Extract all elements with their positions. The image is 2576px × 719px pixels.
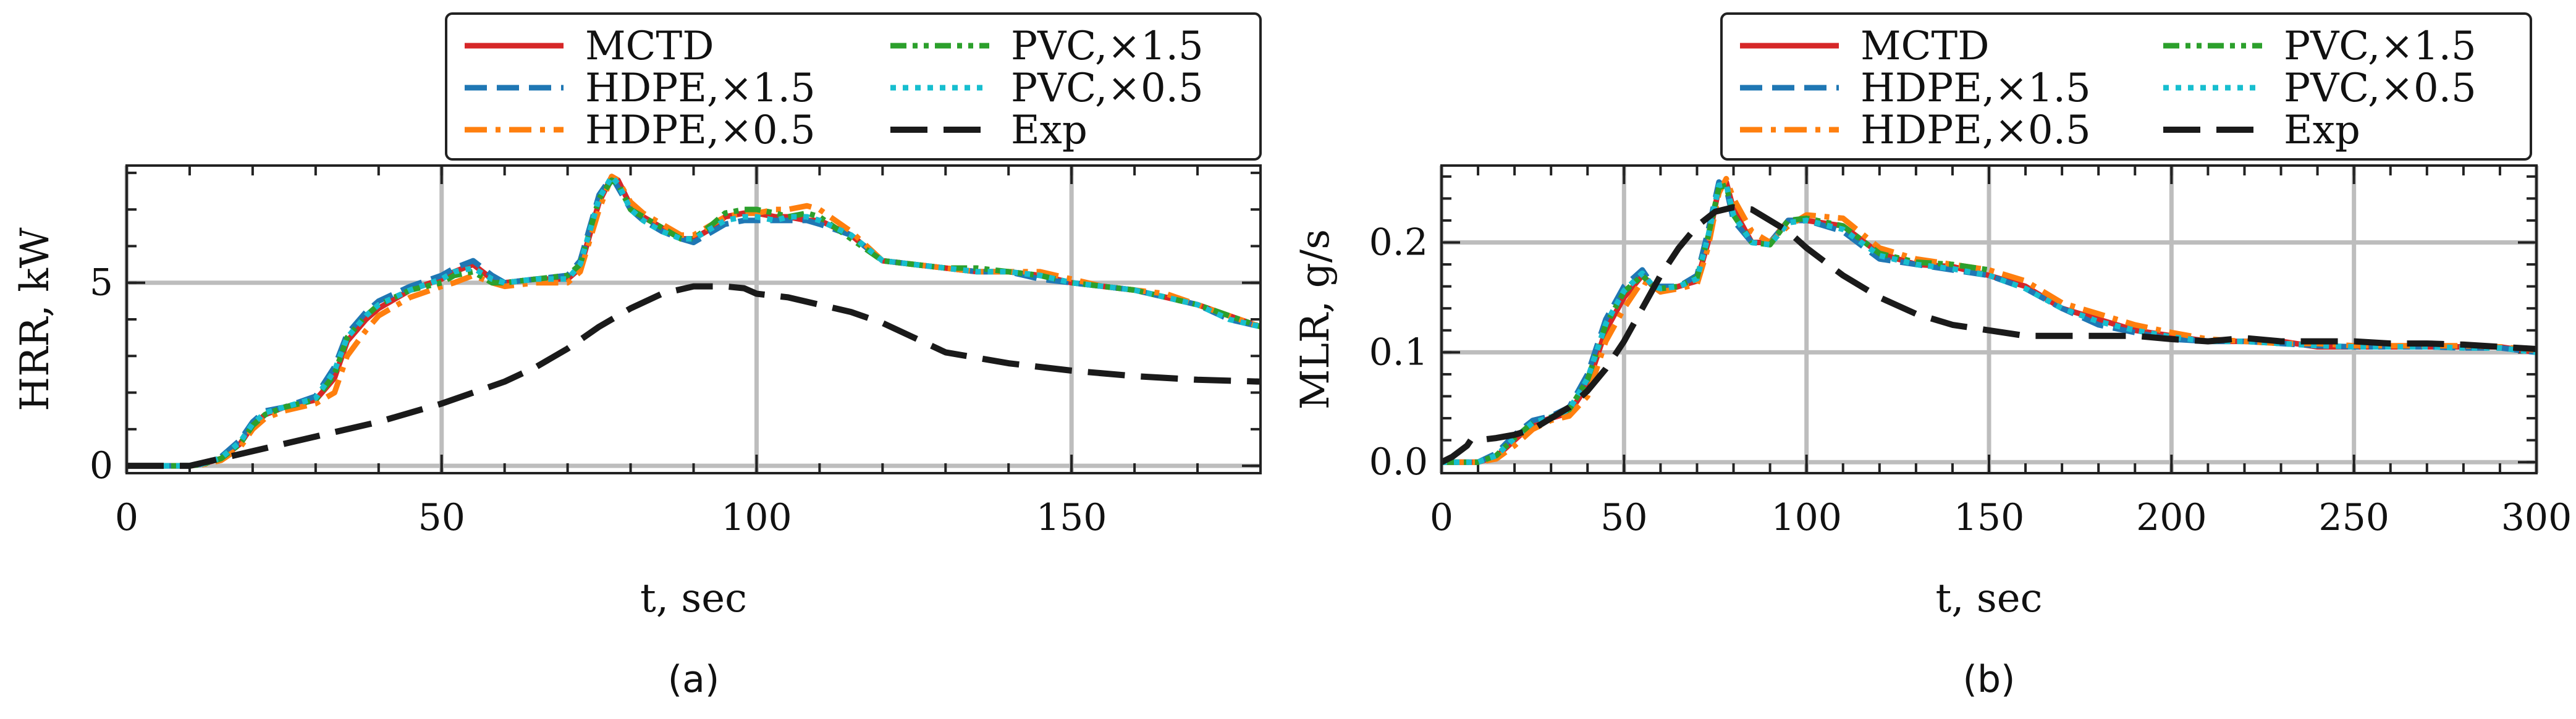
series-line-exp [127,283,1261,469]
legend-label: PVC,×0.5 [2284,65,2477,111]
series-line-hdpe-0-5 [1442,175,2536,465]
series-line-pvc-0-5 [127,174,1261,469]
x-axis-label: t, sec [1936,576,2043,621]
x-tick-label: 300 [2501,496,2572,539]
x-tick-label: 50 [1600,496,1647,539]
legend-label: HDPE,×0.5 [585,107,816,153]
series-line-pvc-1-5 [1442,182,1990,465]
x-tick-label: 250 [2318,496,2389,539]
x-tick-label: 150 [1036,496,1107,539]
legend-box [445,12,1262,161]
legend-label: HDPE,×0.5 [1860,107,2091,153]
y-tick-label: 0 [90,444,113,487]
x-tick-label: 0 [1430,496,1453,539]
series-line-exp [1442,204,2536,465]
series-line-mctd [127,174,1261,469]
y-tick-label: 5 [90,261,113,305]
legend-label: MCTD [585,23,714,69]
series-line-pvc-1-5 [127,177,1261,469]
x-tick-label: 0 [115,496,138,539]
y-tick-label: 0.2 [1369,221,1428,264]
legend-label: PVC,×1.5 [1011,23,1204,69]
y-tick-label: 0.0 [1369,440,1428,484]
y-axis-label: MLR, g/s [1293,229,1338,410]
x-tick-label: 50 [418,496,465,539]
legend-label: Exp [1011,107,1087,153]
x-tick-label: 150 [1954,496,2025,539]
plot-frame [125,164,1262,474]
chart-panel-b: 0 50 100 150 200 250 300 0.0 0.1 0.2 t, sec MLR, g/… [1293,12,2572,701]
x-axis-label: t, sec [640,576,747,621]
legend-label: PVC,×1.5 [2284,23,2477,69]
x-tick-label: 100 [721,496,792,539]
series-line-hdpe-0-5 [127,174,1261,469]
panel-label: (a) [668,658,720,701]
y-axis-label: HRR, kW [12,227,58,411]
x-tick-label: 100 [1771,496,1842,539]
plot-frame [1440,164,2538,474]
y-tick-label: 0.1 [1369,330,1428,374]
legend-label: Exp [2284,107,2360,153]
legend-label: HDPE,×1.5 [585,65,816,111]
legend-label: HDPE,×1.5 [1860,65,2091,111]
series-line-hdpe-1-5 [127,174,1261,469]
legend-label: MCTD [1860,23,1990,69]
legend-box [1720,12,2532,161]
chart-panel-a: 0 50 100 150 0 5 t, sec HRR, kW (a) MCTDHDPE,×1.5… [12,12,1262,701]
panel-label: (b) [1963,658,2016,701]
x-tick-label: 200 [2136,496,2207,539]
legend-label: PVC,×0.5 [1011,65,1204,111]
